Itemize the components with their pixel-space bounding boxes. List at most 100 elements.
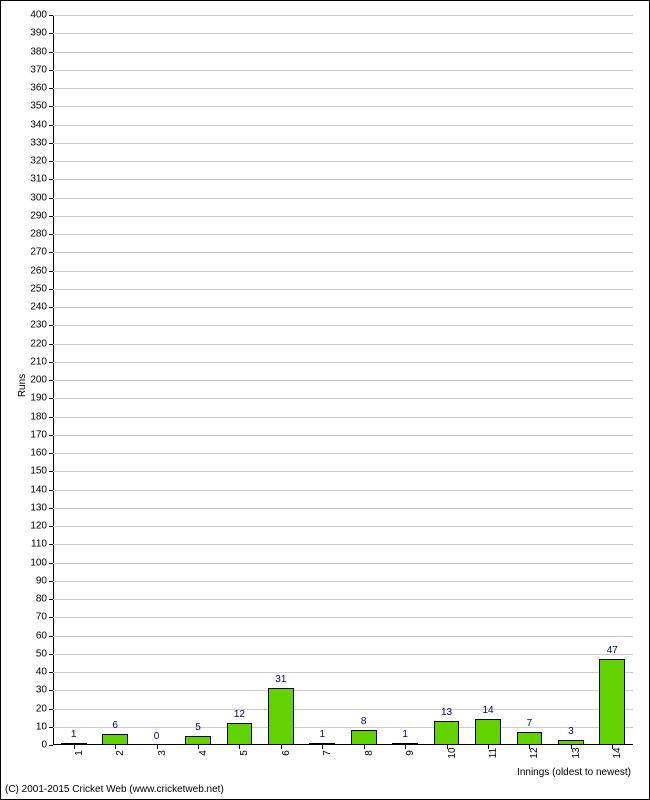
copyright-text: (C) 2001-2015 Cricket Web (www.cricketwe… [5, 784, 224, 795]
y-tick-label: 30 [36, 685, 47, 696]
chart-container: 0102030405060708090100110120130140150160… [0, 0, 650, 800]
x-axis-line [53, 744, 633, 745]
x-axis-title: Innings (oldest to newest) [517, 767, 631, 778]
gridline [53, 709, 633, 710]
bar-value-label: 14 [482, 705, 493, 716]
bar-value-label: 6 [112, 720, 118, 731]
y-tick-label: 330 [30, 137, 47, 148]
x-tick-mark [239, 745, 240, 749]
bar [599, 659, 625, 745]
y-tick-label: 260 [30, 265, 47, 276]
y-tick-label: 350 [30, 101, 47, 112]
y-tick-mark [49, 307, 53, 308]
y-tick-label: 220 [30, 338, 47, 349]
gridline [53, 727, 633, 728]
y-tick-label: 320 [30, 156, 47, 167]
gridline [53, 544, 633, 545]
y-tick-mark [49, 690, 53, 691]
y-tick-label: 90 [36, 575, 47, 586]
plot-area: 0102030405060708090100110120130140150160… [53, 15, 633, 745]
x-tick-label: 12 [529, 747, 540, 758]
gridline [53, 252, 633, 253]
y-tick-label: 360 [30, 83, 47, 94]
gridline [53, 362, 633, 363]
gridline [53, 563, 633, 564]
bar-value-label: 3 [568, 726, 574, 737]
y-tick-mark [49, 70, 53, 71]
y-tick-mark [49, 88, 53, 89]
x-tick-label: 3 [157, 750, 168, 756]
gridline [53, 690, 633, 691]
gridline [53, 216, 633, 217]
y-tick-label: 150 [30, 466, 47, 477]
x-tick-label: 11 [488, 748, 499, 758]
x-tick-mark [74, 745, 75, 749]
y-tick-label: 270 [30, 247, 47, 258]
gridline [53, 417, 633, 418]
y-tick-label: 140 [30, 484, 47, 495]
gridline [53, 672, 633, 673]
y-tick-mark [49, 709, 53, 710]
y-tick-label: 40 [36, 667, 47, 678]
gridline [53, 307, 633, 308]
y-tick-mark [49, 745, 53, 746]
y-tick-label: 310 [30, 174, 47, 185]
y-tick-label: 170 [30, 429, 47, 440]
gridline [53, 33, 633, 34]
y-tick-mark [49, 289, 53, 290]
gridline [53, 581, 633, 582]
bar [434, 721, 460, 745]
y-tick-mark [49, 398, 53, 399]
x-tick-label: 7 [322, 750, 333, 756]
y-tick-label: 280 [30, 229, 47, 240]
gridline [53, 15, 633, 16]
y-tick-mark [49, 344, 53, 345]
bar [185, 736, 211, 745]
y-tick-mark [49, 380, 53, 381]
bar-value-label: 13 [441, 707, 452, 718]
y-tick-label: 370 [30, 64, 47, 75]
y-tick-mark [49, 362, 53, 363]
x-tick-label: 5 [239, 750, 250, 756]
y-tick-label: 180 [30, 411, 47, 422]
y-tick-mark [49, 654, 53, 655]
gridline [53, 654, 633, 655]
y-tick-mark [49, 216, 53, 217]
bar [475, 719, 501, 745]
y-tick-mark [49, 125, 53, 126]
x-tick-label: 14 [612, 747, 623, 758]
x-tick-label: 9 [405, 750, 416, 756]
gridline [53, 161, 633, 162]
y-tick-mark [49, 325, 53, 326]
bar [351, 730, 377, 745]
y-tick-label: 200 [30, 375, 47, 386]
bar-value-label: 5 [195, 722, 201, 733]
y-tick-label: 210 [30, 356, 47, 367]
y-tick-mark [49, 544, 53, 545]
y-tick-mark [49, 599, 53, 600]
y-tick-label: 250 [30, 283, 47, 294]
y-tick-mark [49, 617, 53, 618]
bar-value-label: 7 [527, 718, 533, 729]
y-tick-label: 390 [30, 28, 47, 39]
x-tick-label: 2 [115, 750, 126, 756]
bar [227, 723, 253, 745]
gridline [53, 599, 633, 600]
x-tick-label: 13 [571, 747, 582, 758]
x-tick-label: 1 [74, 750, 85, 756]
gridline [53, 88, 633, 89]
gridline [53, 70, 633, 71]
gridline [53, 526, 633, 527]
gridline [53, 234, 633, 235]
y-tick-mark [49, 143, 53, 144]
bar-value-label: 8 [361, 716, 367, 727]
y-tick-mark [49, 453, 53, 454]
y-tick-mark [49, 179, 53, 180]
y-tick-mark [49, 727, 53, 728]
gridline [53, 325, 633, 326]
y-tick-mark [49, 471, 53, 472]
y-tick-mark [49, 106, 53, 107]
y-tick-mark [49, 252, 53, 253]
y-tick-label: 300 [30, 192, 47, 203]
y-tick-mark [49, 490, 53, 491]
